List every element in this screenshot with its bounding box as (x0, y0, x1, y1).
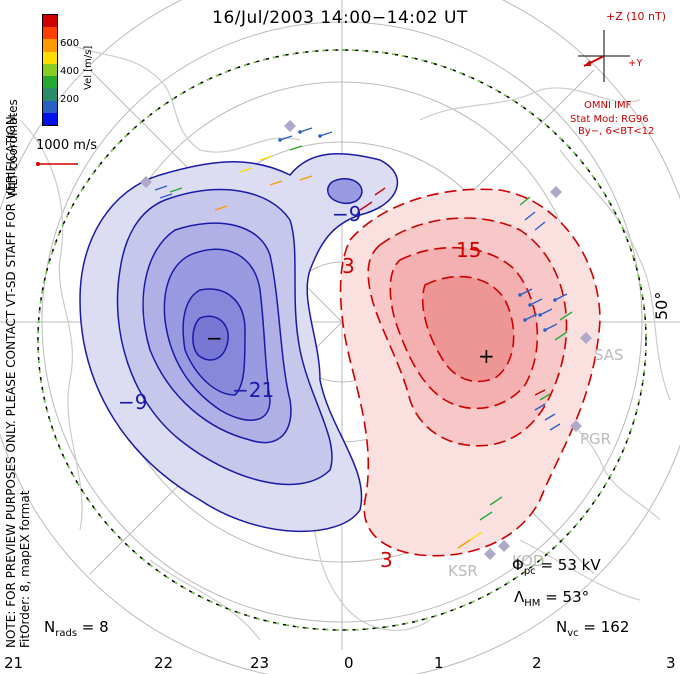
latitude-label: 50° (652, 291, 671, 320)
radar-label-pgr: PGR (580, 430, 612, 448)
colorbar-tick-200: 200 (60, 94, 80, 105)
colorbar-segment (43, 100, 57, 113)
imf-source: OMNI IMF (584, 100, 632, 111)
colorbar-segment (43, 76, 57, 89)
fitorder-label: FitOrder: 8, mapEX format (18, 490, 32, 648)
radar-count: Nrads = 8 (44, 618, 109, 639)
colorbar-segment (43, 112, 57, 125)
mlt-tick-3: 3 (666, 654, 676, 672)
reference-vector-label: 1000 m/s (36, 138, 98, 153)
colorbar-segment (43, 63, 57, 77)
cross-polar-potential: Φpc = 53 kV (512, 556, 601, 577)
mlt-tick-22: 22 (154, 654, 174, 672)
positive-potential-cell (339, 188, 601, 557)
disclaimer: NOTE: FOR PREVIEW PURPOSES ONLY. PLEASE … (4, 112, 18, 648)
velocity-colorbar (42, 14, 58, 126)
radar-sites (140, 120, 592, 560)
imf-y-label: +Y (628, 58, 643, 69)
imf-scale-label: +Z (10 nT) (606, 10, 667, 23)
contour-label-3-top: 3 (342, 254, 355, 278)
coastlines (19, 39, 671, 641)
colorbar-segment (43, 39, 57, 52)
mlt-tick-23: 23 (250, 654, 270, 672)
colorbar-segment (43, 15, 57, 28)
contour-label-neg-21: −21 (232, 378, 275, 402)
radar-label-ksr: KSR (448, 562, 478, 580)
colorbar-segment (43, 88, 57, 101)
mlt-tick-1: 1 (434, 654, 444, 672)
stat-model: Stat Mod: RG96 (570, 114, 649, 125)
colorbar-segment (43, 51, 57, 64)
hm-boundary-latitude: ΛHM = 53° (514, 588, 590, 609)
max-potential-marker: + (478, 344, 495, 368)
colorbar-label: Vel [m/s] (83, 45, 94, 90)
mlt-tick-2: 2 (532, 654, 542, 672)
map-title: 16/Jul/2003 14:00−14:02 UT (212, 8, 468, 28)
imf-clock-diagram (578, 30, 630, 82)
colorbar-segment (43, 27, 57, 40)
contour-label-15: 15 (456, 238, 482, 262)
contour-label-neg-9-left: −9 (118, 390, 148, 414)
colorbar-tick-600: 600 (60, 38, 80, 49)
negative-potential-cell (79, 153, 399, 533)
mlt-tick-21: 21 (4, 654, 24, 672)
imf-condition: By−, 6<BT<12 (578, 126, 655, 137)
colorbar-tick-400: 400 (60, 66, 80, 77)
contour-label-3-bottom: 3 (380, 548, 393, 572)
contour-label-neg-9-top: −9 (332, 202, 362, 226)
min-potential-marker: − (206, 326, 223, 350)
radar-label-sas: SAS (594, 346, 624, 364)
mlt-tick-0: 0 (344, 654, 354, 672)
radar-label-kod: KOD (512, 552, 545, 570)
vector-count: Nvc = 162 (556, 618, 630, 639)
velocity-vectors (154, 127, 573, 549)
